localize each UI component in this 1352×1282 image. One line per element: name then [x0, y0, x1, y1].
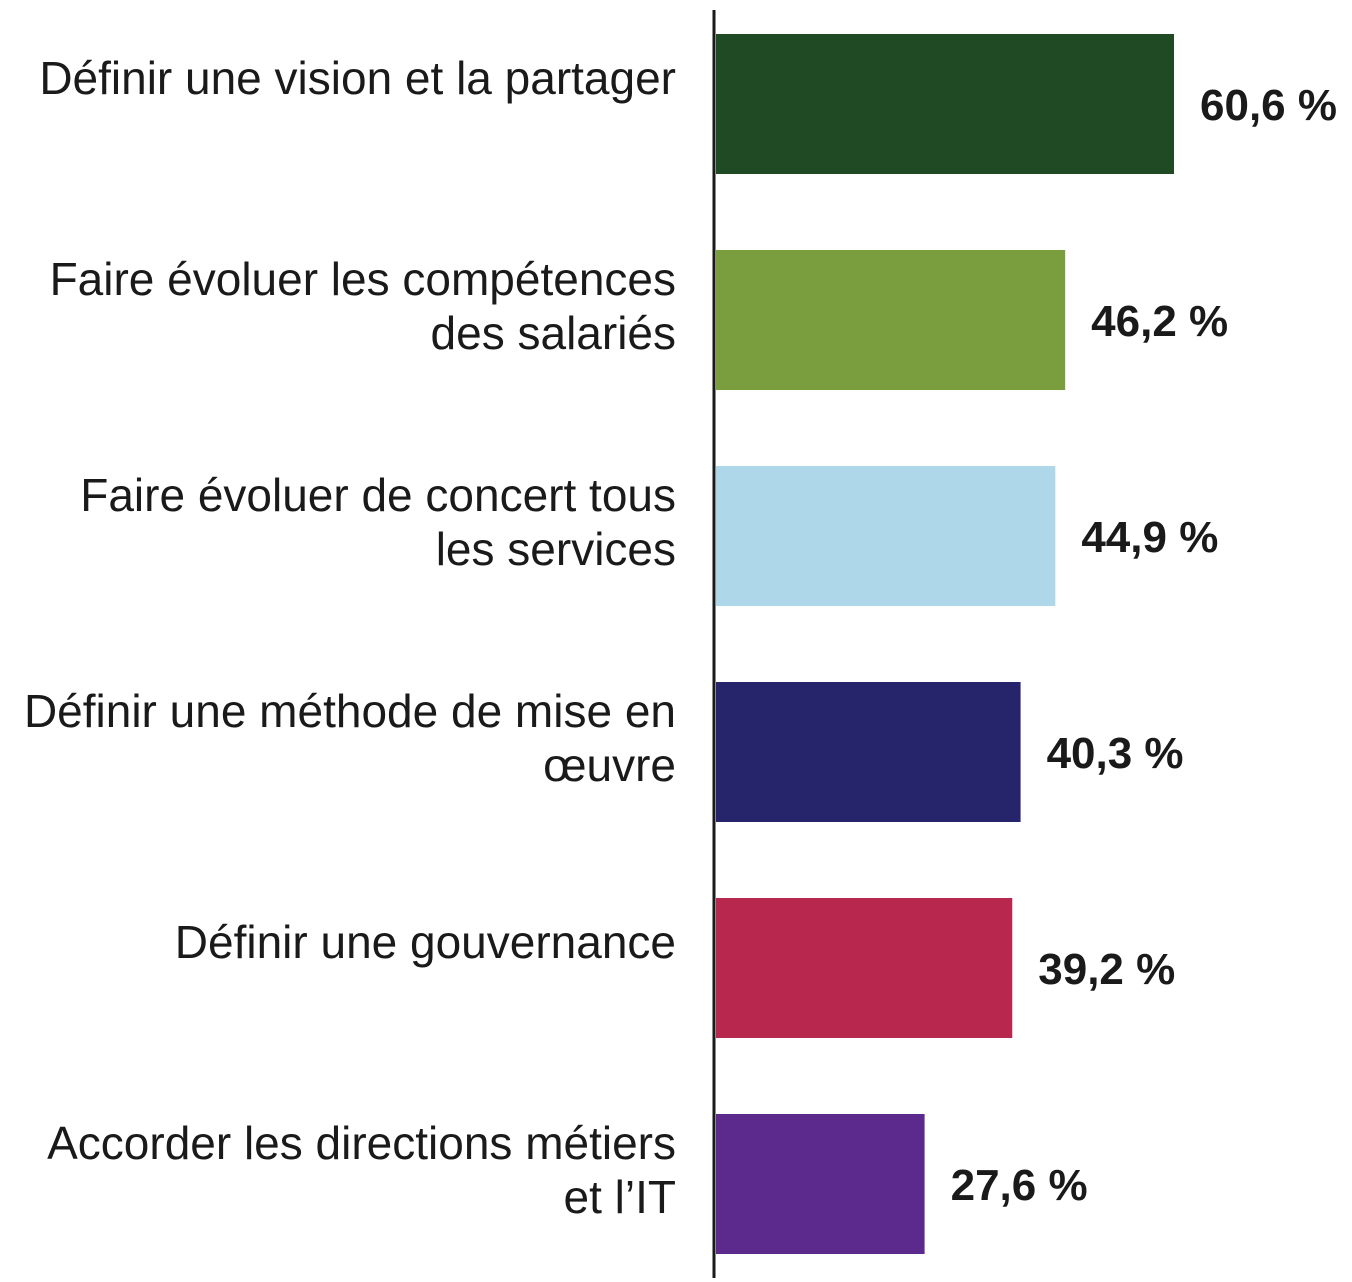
value-labels: 60,6 % 46,2 % 44,9 % 40,3 % 39,2 % 27,6 %	[951, 81, 1337, 1210]
value-label-1: 60,6 %	[1200, 81, 1337, 130]
category-label-4: Définir une méthode de mise en œuvre	[24, 685, 676, 791]
category-labels: Définir une vision et la partager Faire é…	[24, 52, 676, 1223]
category-label-line: Définir une gouvernance	[175, 916, 676, 968]
category-label-3: Faire évoluer de concert tous les service…	[80, 469, 676, 575]
category-label-line: des salariés	[431, 307, 676, 359]
bar-3	[716, 466, 1056, 606]
bar-6	[716, 1114, 925, 1254]
value-label-5: 39,2 %	[1038, 945, 1175, 994]
category-label-1: Définir une vision et la partager	[39, 52, 676, 104]
category-label-line: Définir une méthode de mise en	[24, 685, 676, 737]
value-label-4: 40,3 %	[1047, 729, 1184, 778]
category-label-6: Accorder les directions métiers et l’IT	[47, 1117, 676, 1223]
category-label-line: et l’IT	[564, 1171, 676, 1223]
category-label-line: les services	[436, 523, 676, 575]
value-label-6: 27,6 %	[951, 1161, 1088, 1210]
category-label-2: Faire évoluer les compétences des salarié…	[50, 253, 676, 359]
category-label-line: œuvre	[543, 739, 676, 791]
bar-2	[716, 250, 1066, 390]
category-label-line: Définir une vision et la partager	[39, 52, 676, 104]
bars-layer	[716, 34, 1174, 1254]
category-label-line: Faire évoluer les compétences	[50, 253, 676, 305]
value-label-2: 46,2 %	[1091, 297, 1228, 346]
value-label-3: 44,9 %	[1081, 513, 1218, 562]
category-label-5: Définir une gouvernance	[175, 916, 676, 968]
category-label-line: Accorder les directions métiers	[47, 1117, 676, 1169]
bar-4	[716, 682, 1021, 822]
category-label-line: Faire évoluer de concert tous	[80, 469, 676, 521]
bar-1	[716, 34, 1174, 174]
bar-5	[716, 898, 1013, 1038]
